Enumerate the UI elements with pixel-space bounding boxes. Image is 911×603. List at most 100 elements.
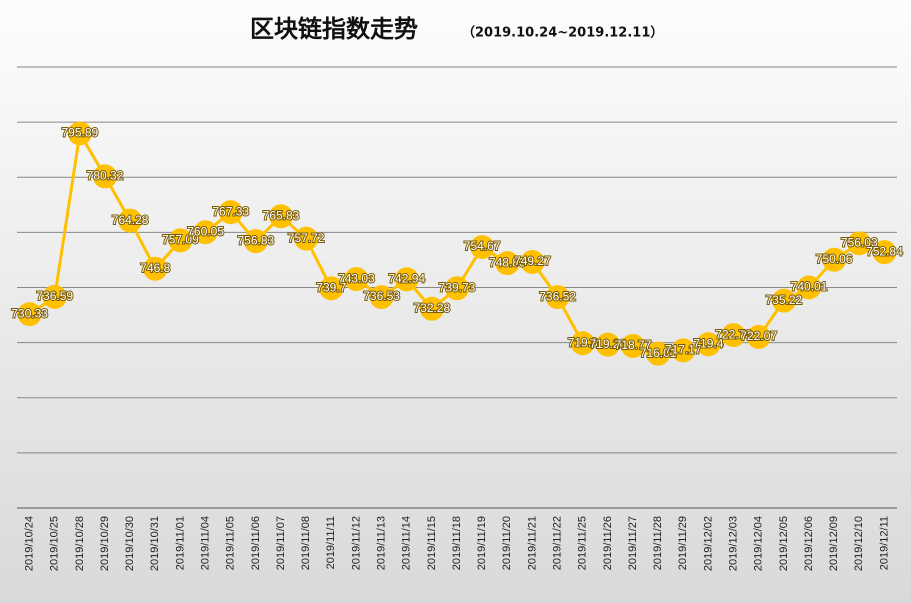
marker <box>595 332 620 357</box>
x-tick-label: 2019/12/09 <box>828 516 840 571</box>
x-tick-label: 2019/11/12 <box>350 516 362 570</box>
value-label: 719.4 <box>693 336 723 350</box>
x-tick-label: 2019/12/10 <box>853 516 865 571</box>
x-tick-label: 2019/11/18 <box>451 516 463 570</box>
value-label: 736.53 <box>363 289 400 303</box>
marker <box>42 284 67 309</box>
marker <box>671 338 696 363</box>
value-label: 756.83 <box>238 233 275 247</box>
x-tick-label: 2019/11/08 <box>300 516 312 570</box>
marker <box>419 296 444 321</box>
value-label: 742.94 <box>388 272 425 286</box>
x-tick-label: 2019/11/11 <box>325 516 337 569</box>
x-tick-label: 2019/11/25 <box>577 516 589 570</box>
value-label: 746.8 <box>140 261 170 275</box>
x-tick-label: 2019/11/19 <box>476 516 488 570</box>
marker <box>93 164 117 189</box>
marker <box>243 229 268 254</box>
x-tick-label: 2019/11/14 <box>401 516 413 570</box>
x-tick-label: 2019/10/28 <box>74 516 86 571</box>
marker <box>872 240 897 265</box>
x-tick-label: 2019/10/29 <box>99 516 111 571</box>
value-label: 732.28 <box>414 301 451 315</box>
x-tick-label: 2019/11/05 <box>225 516 237 570</box>
marker <box>319 276 344 301</box>
x-tick-label: 2019/11/13 <box>375 516 387 570</box>
value-label: 760.05 <box>187 224 224 238</box>
value-label: 740.01 <box>791 280 828 294</box>
value-label: 735.22 <box>766 293 803 307</box>
marker <box>445 276 469 301</box>
marker <box>621 334 645 359</box>
x-tick-label: 2019/10/24 <box>23 516 35 571</box>
value-label: 754.67 <box>464 239 501 253</box>
x-tick-label: 2019/11/26 <box>602 516 614 570</box>
value-label: 757.72 <box>288 231 325 245</box>
marker <box>168 228 193 253</box>
value-label: 722.07 <box>740 329 777 343</box>
x-tick-label: 2019/11/06 <box>250 516 262 570</box>
x-tick-label: 2019/10/31 <box>149 516 161 571</box>
marker <box>17 302 42 327</box>
value-label: 716.01 <box>640 346 677 360</box>
marker <box>545 285 570 310</box>
value-label: 736.59 <box>36 289 73 303</box>
value-label: 756.03 <box>841 235 878 249</box>
value-label: 736.52 <box>539 289 576 303</box>
marker <box>369 285 394 310</box>
marker <box>143 256 168 281</box>
x-tick-label: 2019/11/04 <box>199 516 211 570</box>
value-label: 752.84 <box>866 244 903 258</box>
x-tick-label: 2019/12/05 <box>778 516 790 571</box>
value-label: 765.83 <box>263 208 300 222</box>
x-tick-label: 2019/11/28 <box>652 516 664 570</box>
value-label: 719.26 <box>590 337 627 351</box>
value-label: 748.83 <box>489 255 526 269</box>
value-label: 764.28 <box>112 213 149 227</box>
value-label: 743.03 <box>338 271 375 285</box>
marker <box>797 275 821 300</box>
x-tick-label: 2019/12/04 <box>753 516 765 571</box>
marker <box>721 323 746 348</box>
value-label: 730.33 <box>11 306 48 320</box>
value-label: 722.73 <box>715 327 752 341</box>
value-label: 719.8 <box>568 335 598 349</box>
x-tick-label: 2019/11/29 <box>677 516 689 570</box>
marker <box>847 231 872 256</box>
x-tick-label: 2019/10/25 <box>49 516 61 571</box>
chart-title: 区块链指数走势 <box>250 15 418 43</box>
x-tick-label: 2019/12/11 <box>878 516 890 570</box>
x-tick-label: 2019/10/30 <box>124 516 136 571</box>
value-label: 717.17 <box>665 343 702 357</box>
marker <box>269 204 293 229</box>
value-label: 739.73 <box>439 280 476 294</box>
marker <box>118 208 143 233</box>
x-tick-label: 2019/11/27 <box>627 516 639 570</box>
x-tick-label: 2019/11/22 <box>551 516 563 570</box>
x-tick-label: 2019/11/07 <box>275 516 287 570</box>
marker <box>193 220 218 245</box>
value-label: 757.09 <box>162 233 199 247</box>
value-label: 767.33 <box>212 204 249 218</box>
value-label: 749.27 <box>514 254 551 268</box>
marker <box>470 235 495 260</box>
value-label: 750.06 <box>816 252 853 266</box>
marker <box>746 324 771 349</box>
x-tick-label: 2019/11/21 <box>526 516 538 570</box>
marker <box>520 249 545 274</box>
marker <box>67 121 92 146</box>
value-label: 780.32 <box>87 169 124 183</box>
x-tick-label: 2019/11/20 <box>501 516 513 570</box>
marker <box>344 267 369 292</box>
marker <box>570 331 595 356</box>
value-label: 795.89 <box>62 126 99 140</box>
marker <box>822 247 847 272</box>
x-tick-label: 2019/12/06 <box>803 516 815 571</box>
x-tick-label: 2019/11/15 <box>426 516 438 570</box>
chart-subtitle: （2019.10.24~2019.12.11） <box>462 25 663 41</box>
marker <box>495 251 520 276</box>
x-tick-label: 2019/12/03 <box>727 516 739 571</box>
marker <box>646 341 671 366</box>
